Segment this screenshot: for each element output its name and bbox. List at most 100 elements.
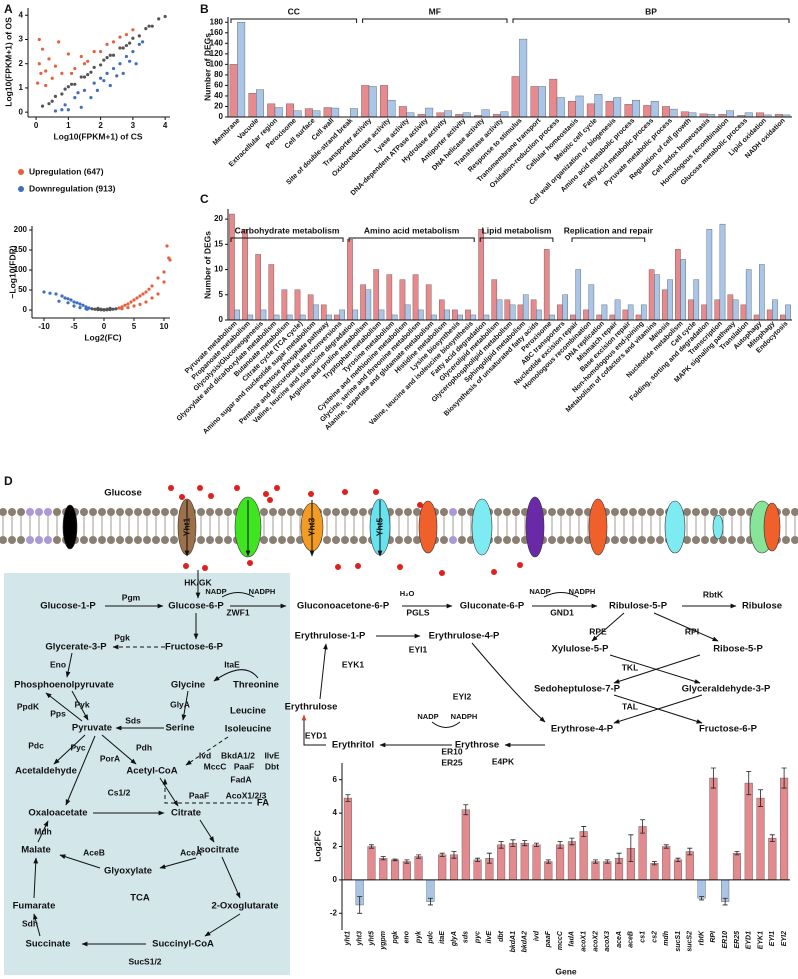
- point: [99, 50, 103, 54]
- bar: [669, 108, 678, 118]
- enzyme: TAL: [622, 701, 638, 711]
- x-tick-label: -10: [38, 322, 50, 331]
- lipid-head: [647, 508, 655, 516]
- lipid-head: [620, 536, 628, 544]
- lipid-head: [359, 536, 367, 544]
- point: [105, 42, 109, 46]
- x-tick-label: dbt: [498, 930, 505, 942]
- bar: [522, 294, 529, 321]
- y-tick-label: 60: [214, 81, 223, 90]
- point: [89, 70, 93, 74]
- x-tick-label: cs1: [639, 931, 646, 943]
- error-bar: [569, 837, 575, 846]
- error-bar: [345, 794, 351, 802]
- transporter: [712, 514, 724, 540]
- x-tick-label: sucS2: [687, 931, 694, 952]
- y-tick-label: 2: [19, 59, 24, 68]
- point: [39, 71, 43, 75]
- point: [128, 59, 132, 63]
- glucose-molecule: [179, 494, 185, 500]
- x-tick-label: RPI: [710, 930, 717, 943]
- enzyme-up: EYI1: [409, 644, 428, 654]
- point: [137, 34, 141, 38]
- lipid-head: [782, 536, 790, 544]
- point: [144, 300, 148, 304]
- reaction-arrow: [33, 857, 39, 899]
- y-tick-label: 5: [219, 290, 224, 299]
- bar: [536, 309, 542, 321]
- lipid-head: [8, 536, 16, 544]
- reaction-arrow: [33, 913, 41, 937]
- pathway-box: [4, 573, 290, 975]
- transporter: [471, 498, 493, 556]
- y-tick-label: 160: [210, 28, 224, 37]
- metabolite: Erythrulose: [285, 702, 338, 713]
- metabolite: Pyruvate: [72, 723, 112, 734]
- y-tick-label: 20: [214, 102, 223, 111]
- substrate: Glucose: [104, 488, 142, 499]
- bar: [365, 289, 372, 321]
- point: [135, 296, 139, 300]
- bar: [714, 299, 721, 321]
- lipid-head: [98, 536, 106, 544]
- point: [79, 54, 83, 59]
- point: [60, 108, 64, 112]
- x-tick-label: itaE: [439, 931, 446, 944]
- bar: [352, 309, 359, 321]
- bar: [562, 294, 568, 321]
- lipid-head: [656, 508, 664, 516]
- point: [165, 244, 169, 248]
- cofactor: NADP: [529, 587, 550, 596]
- lipid-head: [116, 536, 124, 544]
- point: [69, 82, 74, 86]
- y-tick-label: 120: [210, 49, 224, 58]
- point: [126, 306, 130, 310]
- lipid-head: [440, 508, 448, 516]
- bar: [350, 108, 358, 118]
- bar: [368, 86, 377, 118]
- lipid-head: [791, 508, 798, 516]
- error-bar: [687, 847, 693, 856]
- point: [150, 296, 154, 300]
- bar: [414, 856, 423, 881]
- bar: [473, 859, 482, 881]
- bar: [417, 309, 424, 321]
- point: [92, 81, 96, 85]
- lipid-head: [557, 508, 565, 516]
- bar: [544, 861, 553, 881]
- x-tick-label: mccC: [557, 930, 564, 950]
- point: [93, 307, 97, 311]
- y-tick-label: 200: [14, 225, 28, 234]
- bar: [379, 857, 388, 881]
- error-bar: [663, 844, 669, 849]
- x-tick-label: glyA: [451, 931, 458, 947]
- lipid-head: [206, 508, 214, 516]
- bar: [688, 299, 694, 321]
- x-tick-label: 0: [34, 121, 39, 130]
- bar: [237, 22, 246, 118]
- bar: [387, 99, 396, 118]
- lipid-head: [26, 536, 34, 544]
- point: [117, 306, 121, 310]
- lipid-head: [53, 536, 61, 544]
- point: [144, 290, 148, 294]
- bar: [638, 826, 647, 881]
- point: [111, 40, 116, 44]
- bar: [360, 284, 366, 321]
- x-tick-label: sucS1: [675, 931, 682, 952]
- bar: [603, 861, 612, 881]
- bar: [568, 101, 577, 118]
- point: [124, 54, 129, 59]
- x-tick-label: 0: [102, 322, 107, 331]
- group-label: BP: [645, 6, 657, 16]
- bar: [323, 107, 332, 118]
- lipid-head: [116, 508, 124, 516]
- metabolite: Citrate: [171, 808, 201, 819]
- cofactor: NADPH: [249, 587, 276, 596]
- reaction-arrow: [609, 654, 701, 684]
- point: [63, 103, 67, 107]
- bar: [591, 861, 600, 881]
- enzyme-down: ER10: [441, 746, 463, 756]
- enzyme-up: EYI2: [453, 691, 472, 701]
- metabolite: Acetyl-CoA: [126, 766, 177, 777]
